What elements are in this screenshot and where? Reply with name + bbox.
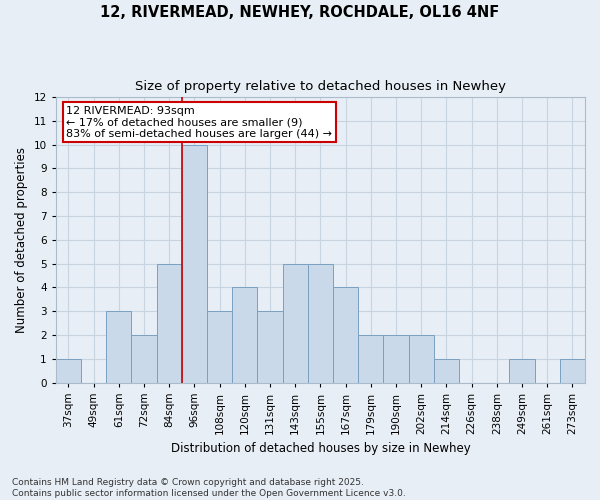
Bar xyxy=(182,144,207,382)
Bar xyxy=(157,264,182,382)
Bar xyxy=(232,288,257,382)
Bar xyxy=(207,311,232,382)
Bar xyxy=(560,358,585,382)
Bar xyxy=(358,335,383,382)
Bar xyxy=(131,335,157,382)
Bar xyxy=(509,358,535,382)
Y-axis label: Number of detached properties: Number of detached properties xyxy=(15,146,28,332)
Bar xyxy=(383,335,409,382)
Bar xyxy=(257,311,283,382)
Bar xyxy=(409,335,434,382)
Title: Size of property relative to detached houses in Newhey: Size of property relative to detached ho… xyxy=(135,80,506,93)
Text: 12 RIVERMEAD: 93sqm
← 17% of detached houses are smaller (9)
83% of semi-detache: 12 RIVERMEAD: 93sqm ← 17% of detached ho… xyxy=(67,106,332,138)
Bar xyxy=(333,288,358,382)
Bar xyxy=(308,264,333,382)
Text: Contains HM Land Registry data © Crown copyright and database right 2025.
Contai: Contains HM Land Registry data © Crown c… xyxy=(12,478,406,498)
Bar xyxy=(56,358,81,382)
Bar xyxy=(434,358,459,382)
X-axis label: Distribution of detached houses by size in Newhey: Distribution of detached houses by size … xyxy=(170,442,470,455)
Text: 12, RIVERMEAD, NEWHEY, ROCHDALE, OL16 4NF: 12, RIVERMEAD, NEWHEY, ROCHDALE, OL16 4N… xyxy=(100,5,500,20)
Bar xyxy=(283,264,308,382)
Bar xyxy=(106,311,131,382)
